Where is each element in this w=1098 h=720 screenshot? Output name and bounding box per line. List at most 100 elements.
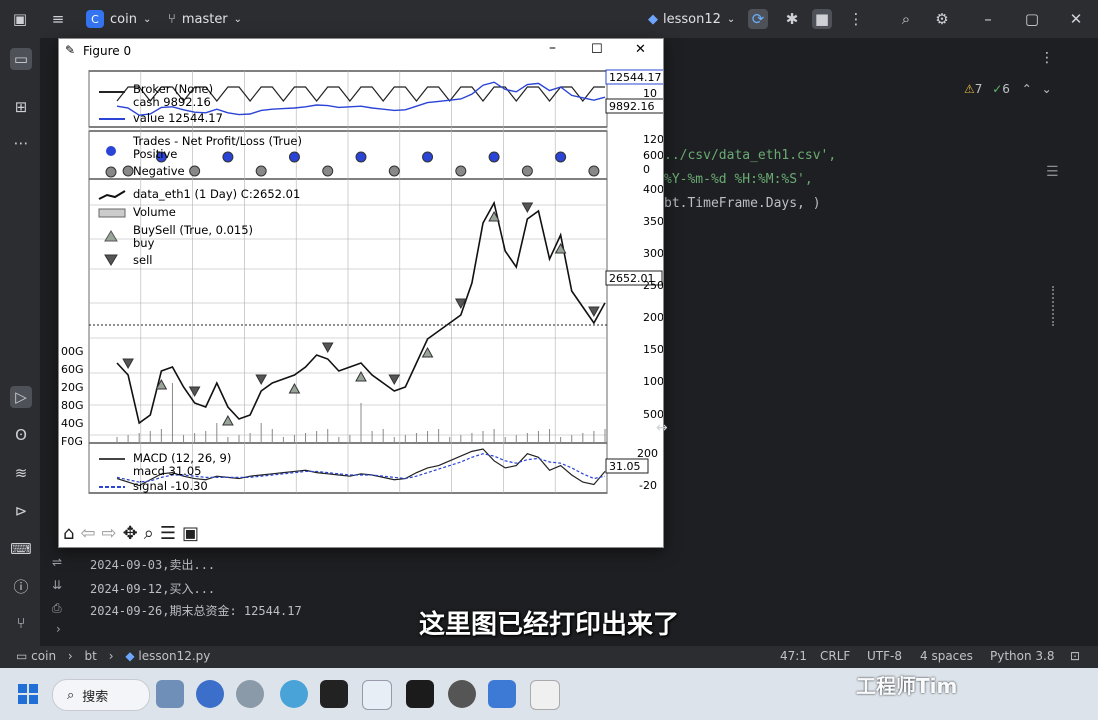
price-yticks: 400 350 300 250 200 150 100 500 <box>643 183 663 421</box>
debug-icon[interactable]: ✱ <box>785 10 799 28</box>
volume-ytick: 40G <box>61 417 84 430</box>
figure-title-bar[interactable]: ✎ Figure 0 – ☐ ✕ <box>59 39 663 63</box>
layers-icon[interactable]: ≋ <box>14 464 28 482</box>
pan-icon[interactable]: ✥ <box>122 523 138 544</box>
list-icon[interactable]: ☰ <box>1046 164 1059 180</box>
interpreter[interactable]: Python 3.8 <box>990 649 1055 663</box>
chat-app-icon[interactable] <box>236 680 264 708</box>
app-icon[interactable] <box>488 680 516 708</box>
value-line <box>116 81 606 116</box>
sell-marker <box>321 342 334 354</box>
editor-more-icon[interactable]: ⋮ <box>1040 50 1054 66</box>
buy-marker <box>355 370 367 382</box>
forward-arrow-icon[interactable]: ⇨ <box>101 523 117 544</box>
code-line[interactable]: %Y-%m-%d %H:%M:%S', <box>664 172 813 187</box>
breadcrumb-separator: › <box>108 649 114 663</box>
scroll-end-icon[interactable]: ⇊ <box>52 578 63 592</box>
pycharm-icon[interactable] <box>406 680 434 708</box>
price-ytick: 500 <box>643 408 663 421</box>
back-arrow-icon[interactable]: ⇦ <box>80 523 96 544</box>
services-icon[interactable]: ⊳ <box>14 502 28 520</box>
app-logo-icon[interactable]: ▣ <box>12 10 28 28</box>
run-tool-icon[interactable]: ▷ <box>10 386 32 408</box>
settings-gear-icon[interactable]: ⚙ <box>935 10 949 28</box>
search-icon[interactable]: ⌕ <box>901 10 911 28</box>
python-console-icon[interactable]: ʘ <box>15 426 27 444</box>
breadcrumb-item[interactable]: bt <box>84 649 97 663</box>
trades-ytick: 120 <box>643 133 663 146</box>
project-folder-icon[interactable]: ▭ <box>10 48 32 70</box>
negative-trade-marker <box>521 165 533 177</box>
buy-marker <box>421 346 434 358</box>
minimize-icon[interactable]: – <box>549 40 556 56</box>
broker-legend-value: value 12544.17 <box>133 111 223 125</box>
more-tools-icon[interactable]: ⋯ <box>13 134 29 152</box>
figure-canvas[interactable]: Broker (None) cash 9892.16 value 12544.1… <box>59 63 663 523</box>
project-switcher[interactable]: C coin ⌄ <box>86 8 151 30</box>
taskbar-search[interactable]: ⌕ 搜索 <box>52 679 150 711</box>
macd-ytick: 200 <box>637 447 658 460</box>
browser-icon[interactable] <box>196 680 224 708</box>
volume-ytick: F0G <box>61 435 83 448</box>
windows-start-icon[interactable] <box>14 680 42 708</box>
status-bar: ▭ coin › bt › ◆ lesson12.py 47:1 CRLF UT… <box>0 646 1098 668</box>
close-icon[interactable]: ✕ <box>635 42 646 57</box>
macd-legend-title: MACD (12, 26, 9) <box>133 451 231 465</box>
cash-tag-box <box>605 98 663 114</box>
breadcrumb-item[interactable]: lesson12.py <box>138 649 211 663</box>
price-legend-buysell: BuySell (True, 0.015) <box>133 223 253 237</box>
buy-marker <box>488 210 500 222</box>
git-icon[interactable]: ⑂ <box>16 614 26 632</box>
code-line[interactable]: bt.TimeFrame.Days, ) <box>664 196 821 211</box>
problems-icon[interactable]: ⓘ <box>13 578 29 596</box>
file-encoding[interactable]: UTF-8 <box>867 649 902 663</box>
maximize-icon[interactable]: ▢ <box>1024 10 1040 28</box>
close-icon[interactable]: ✕ <box>1069 10 1083 28</box>
matplotlib-icon: ✎ <box>65 43 76 57</box>
print-icon[interactable]: ⎙ <box>52 601 62 615</box>
code-line[interactable]: ../csv/data_eth1.csv', <box>664 148 837 163</box>
caret-position[interactable]: 47:1 <box>780 649 807 663</box>
maximize-icon[interactable]: ☐ <box>591 42 603 57</box>
volume-ytick: 20G <box>61 381 84 394</box>
charts-app-icon[interactable] <box>362 680 392 710</box>
chevron-down-icon[interactable]: ⌄ <box>1041 82 1052 96</box>
console-line: 2024-09-26,期末总资金: 12544.17 <box>90 604 302 618</box>
chevron-right-icon[interactable]: › <box>56 622 61 636</box>
chevron-up-icon[interactable]: ⌃ <box>1021 82 1032 96</box>
branch-switcher[interactable]: ⑂ master ⌄ <box>168 8 242 30</box>
recorder-icon[interactable] <box>448 680 476 708</box>
wrap-icon[interactable]: ⇌ <box>52 555 63 569</box>
save-icon[interactable]: ▣ <box>181 523 199 544</box>
run-config-selector[interactable]: ◆ lesson12 ⌄ <box>648 8 735 30</box>
run-icon[interactable]: ⟳ <box>748 9 768 29</box>
price-ytick: 250 <box>643 279 663 292</box>
signal-line <box>116 453 606 483</box>
data-legend-swatch <box>98 190 126 200</box>
trades-legend-positive: Positive <box>133 147 177 161</box>
indent-setting[interactable]: 4 spaces <box>920 649 973 663</box>
inspections-widget[interactable]: ⚠7 ✓6 ⌃ ⌄ <box>964 82 1052 96</box>
structure-icon[interactable]: ⊞ <box>14 98 28 116</box>
more-actions-icon[interactable]: ⋮ <box>848 10 864 28</box>
terminal-icon[interactable]: ⌨ <box>10 540 32 558</box>
price-legend-sell: sell <box>133 253 152 267</box>
minimize-icon[interactable]: – <box>984 10 992 28</box>
configure-subplots-icon[interactable]: ☰ <box>159 523 176 544</box>
figure-window[interactable]: ✎ Figure 0 – ☐ ✕ Broker (None) cash 9892… <box>58 38 664 548</box>
matplotlib-window-icon[interactable] <box>530 680 560 710</box>
breadcrumb-item[interactable]: coin <box>31 649 57 663</box>
app-icon[interactable] <box>280 680 308 708</box>
os-taskbar: ⌕ 搜索 <box>0 668 1098 720</box>
lock-icon[interactable]: ⊡ <box>1070 649 1081 663</box>
terminal-app-icon[interactable] <box>320 680 348 708</box>
file-explorer-icon[interactable] <box>156 680 184 708</box>
sell-marker <box>521 202 534 214</box>
main-menu-icon[interactable]: ≡ <box>51 10 65 28</box>
home-icon[interactable]: ⌂ <box>63 523 75 544</box>
stop-icon[interactable]: ■ <box>812 9 832 29</box>
figure-title: Figure 0 <box>83 44 132 58</box>
zoom-icon[interactable]: ⌕ <box>143 523 154 544</box>
taskbar-search-label: 搜索 <box>82 689 109 705</box>
line-ending[interactable]: CRLF <box>820 649 851 663</box>
